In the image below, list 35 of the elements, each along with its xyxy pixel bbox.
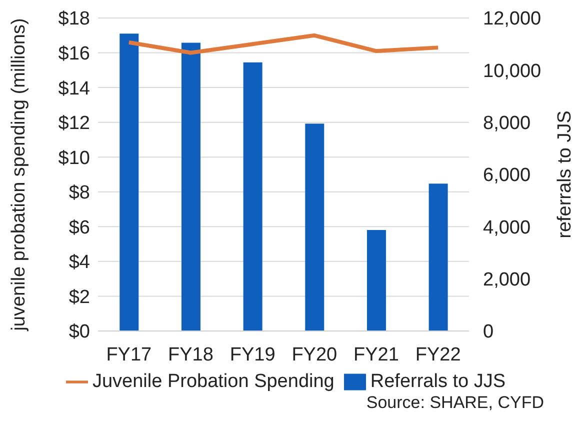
x-tick-label: FY22 — [415, 344, 461, 366]
y-tick-label: $8 — [68, 182, 90, 204]
y-tick-label: $6 — [68, 217, 90, 238]
y-tick-label: $2 — [68, 286, 90, 308]
y-tick-label: $16 — [58, 44, 90, 65]
y2-tick-label: 10,000 — [483, 60, 542, 82]
y-tick-label: $14 — [58, 78, 90, 100]
y-tick-label: $4 — [68, 252, 90, 274]
y2-tick-label: 8,000 — [483, 113, 531, 134]
y2-tick-label: 6,000 — [483, 165, 531, 186]
y-tick-label: $10 — [58, 148, 90, 169]
y2-tick-label: 2,000 — [483, 270, 531, 291]
legend-label: Juvenile Probation Spending — [92, 371, 334, 392]
bar — [305, 124, 324, 331]
source-note: Source: SHARE, CYFD — [366, 393, 544, 413]
x-tick-label: FY17 — [106, 344, 152, 366]
y-tick-label: $0 — [68, 322, 90, 343]
y-axis-title: juvenile probation spending (millions) — [8, 18, 30, 332]
bar — [120, 34, 139, 331]
x-tick-label: FY21 — [354, 344, 399, 366]
y-tick-label: $12 — [58, 113, 90, 134]
legend-label: Referrals to JJS — [370, 371, 506, 392]
x-tick-label: FY18 — [168, 344, 214, 366]
y-tick-label: $18 — [58, 8, 90, 30]
bar — [181, 42, 200, 331]
x-tick-label: FY19 — [230, 344, 276, 366]
y2-tick-label: 0 — [483, 322, 494, 343]
bar — [428, 184, 448, 331]
y2-tick-label: 12,000 — [483, 8, 542, 30]
bar — [366, 230, 386, 331]
x-tick-label: FY20 — [292, 344, 338, 366]
bar — [243, 62, 262, 331]
y2-axis-title: referrals to JJS — [554, 110, 574, 238]
line-series — [126, 33, 440, 55]
y2-tick-label: 4,000 — [483, 217, 531, 238]
